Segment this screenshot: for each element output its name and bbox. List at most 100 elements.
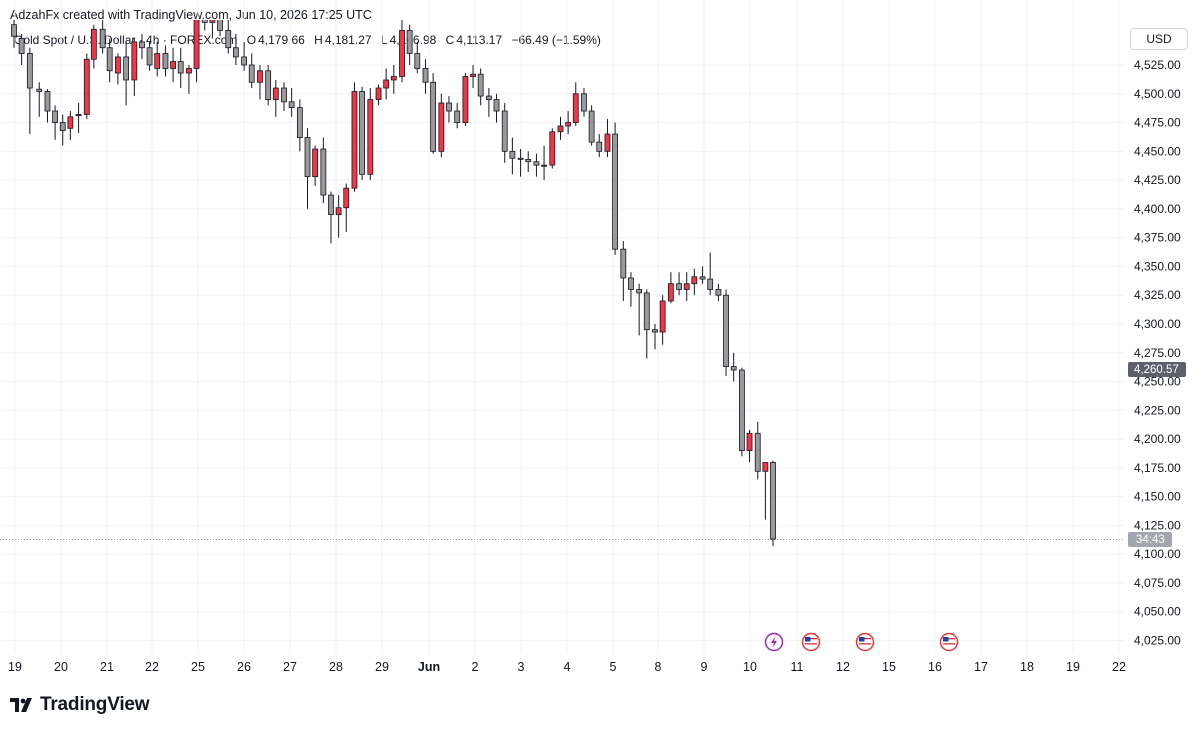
candle-up[interactable]: [549, 131, 556, 166]
candle-down[interactable]: [430, 81, 437, 152]
candle-up[interactable]: [154, 53, 161, 69]
candle-up[interactable]: [399, 30, 405, 77]
candle-up[interactable]: [572, 93, 579, 123]
candle-down[interactable]: [288, 101, 295, 108]
candle-down[interactable]: [11, 24, 17, 37]
candle-down[interactable]: [509, 150, 516, 159]
candle-up[interactable]: [272, 87, 279, 100]
candle-down[interactable]: [106, 47, 113, 72]
candle-up[interactable]: [746, 432, 753, 451]
candle-down[interactable]: [248, 64, 255, 83]
candle-down[interactable]: [588, 110, 595, 143]
candle-up[interactable]: [170, 61, 176, 69]
candle-down[interactable]: [533, 161, 540, 166]
candle-down[interactable]: [477, 73, 484, 97]
candle-down[interactable]: [707, 278, 714, 290]
candle-up[interactable]: [667, 283, 674, 302]
candle-down[interactable]: [139, 41, 145, 49]
candle-up[interactable]: [83, 58, 90, 115]
candle-up[interactable]: [115, 56, 121, 74]
candle-up[interactable]: [762, 462, 769, 472]
candle-down[interactable]: [59, 122, 66, 132]
candle-down[interactable]: [770, 462, 776, 540]
candle-up[interactable]: [541, 164, 547, 167]
candle-down[interactable]: [628, 277, 634, 290]
candle-down[interactable]: [406, 30, 413, 54]
candle-down[interactable]: [738, 369, 745, 451]
candle-down[interactable]: [328, 194, 334, 216]
candle-down[interactable]: [99, 28, 106, 49]
candle-down[interactable]: [201, 13, 208, 23]
candle-up[interactable]: [683, 283, 690, 290]
candle-down[interactable]: [162, 53, 169, 69]
candle-up[interactable]: [470, 73, 476, 77]
candle-up[interactable]: [90, 28, 97, 60]
candle-up[interactable]: [565, 122, 572, 127]
candle-up[interactable]: [131, 41, 138, 81]
candle-up[interactable]: [438, 102, 445, 152]
candle-down[interactable]: [296, 107, 303, 138]
candle-down[interactable]: [754, 432, 761, 472]
candle-down[interactable]: [581, 93, 587, 112]
candle-up[interactable]: [659, 300, 666, 333]
candle-up[interactable]: [390, 76, 397, 81]
candle-down[interactable]: [643, 292, 650, 331]
candle-down[interactable]: [699, 276, 706, 280]
candle-down[interactable]: [493, 99, 500, 112]
candle-down[interactable]: [652, 329, 658, 333]
candle-up[interactable]: [375, 87, 382, 100]
us-flag-event-icon[interactable]: [939, 632, 959, 652]
candle-down[interactable]: [446, 102, 452, 112]
candle-up[interactable]: [462, 76, 469, 123]
candle-up[interactable]: [186, 68, 192, 74]
candle-down[interactable]: [232, 47, 239, 58]
candle-down[interactable]: [304, 137, 311, 178]
candle-up[interactable]: [67, 116, 74, 129]
candle-up[interactable]: [257, 70, 263, 83]
candle-up[interactable]: [557, 125, 564, 133]
candle-down[interactable]: [723, 294, 729, 367]
candle-down[interactable]: [525, 158, 532, 163]
us-flag-event-icon[interactable]: [801, 632, 821, 652]
candle-down[interactable]: [359, 91, 365, 175]
candle-down[interactable]: [36, 88, 43, 92]
candle-up[interactable]: [343, 187, 350, 209]
candle-down[interactable]: [52, 110, 58, 123]
candle-down[interactable]: [517, 157, 524, 160]
candle-down[interactable]: [177, 61, 184, 74]
candle-down[interactable]: [18, 38, 25, 54]
candle-down[interactable]: [676, 283, 682, 290]
candle-up[interactable]: [383, 79, 390, 89]
candle-down[interactable]: [454, 110, 461, 123]
candle-down[interactable]: [422, 68, 429, 83]
candle-down[interactable]: [320, 148, 327, 196]
candle-up[interactable]: [335, 207, 342, 216]
candle-down[interactable]: [596, 141, 603, 152]
symbol-title[interactable]: Gold Spot / U.S. Dollar · 4h · FOREX.com: [14, 33, 238, 47]
candle-down[interactable]: [265, 70, 272, 100]
candle-down[interactable]: [241, 56, 248, 66]
candle-up[interactable]: [193, 13, 200, 69]
candle-down[interactable]: [636, 289, 643, 294]
candle-down[interactable]: [26, 53, 33, 89]
candle-down[interactable]: [146, 47, 153, 66]
candle-down[interactable]: [485, 95, 492, 100]
candle-down[interactable]: [501, 110, 508, 152]
candle-up[interactable]: [604, 133, 611, 152]
candle-down[interactable]: [730, 366, 737, 371]
candle-up[interactable]: [75, 114, 82, 117]
candle-down[interactable]: [281, 87, 287, 103]
candle-up[interactable]: [351, 91, 358, 189]
candle-up[interactable]: [312, 148, 319, 178]
candle-down[interactable]: [217, 19, 223, 31]
candle-down[interactable]: [44, 91, 51, 112]
candle-down[interactable]: [715, 289, 722, 296]
currency-selector[interactable]: USD: [1130, 28, 1188, 50]
candle-up[interactable]: [209, 19, 216, 23]
candle-down[interactable]: [612, 133, 618, 250]
candle-down[interactable]: [414, 53, 421, 69]
us-flag-event-icon[interactable]: [855, 632, 875, 652]
candle-up[interactable]: [367, 99, 374, 175]
candle-down[interactable]: [225, 30, 232, 49]
